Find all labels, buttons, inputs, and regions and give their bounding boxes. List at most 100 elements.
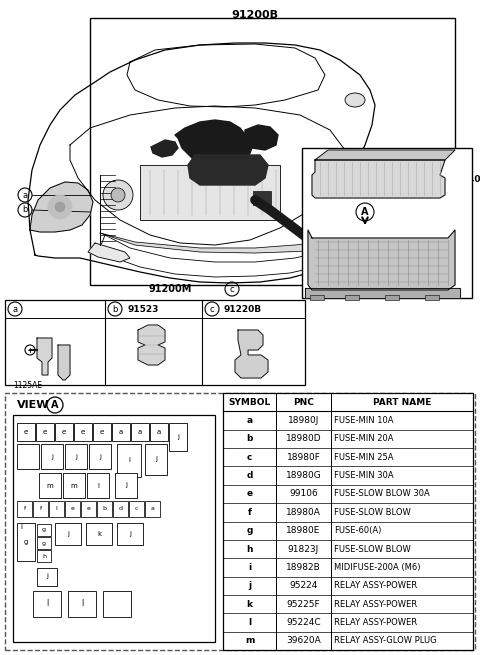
Text: j: j — [155, 457, 157, 462]
Bar — [37, 537, 51, 549]
Bar — [81, 501, 96, 517]
Text: 18982B: 18982B — [286, 563, 321, 572]
Text: g: g — [42, 527, 46, 533]
Text: 18980A: 18980A — [286, 508, 321, 517]
Bar — [68, 591, 96, 617]
Text: l: l — [56, 506, 58, 512]
Bar — [37, 524, 51, 536]
Bar — [17, 444, 39, 469]
Bar — [145, 501, 160, 517]
Bar — [37, 568, 57, 586]
Polygon shape — [30, 182, 93, 232]
Bar — [49, 501, 64, 517]
Polygon shape — [151, 140, 178, 157]
Text: g: g — [246, 526, 252, 535]
Text: FUSE-MIN 20A: FUSE-MIN 20A — [334, 434, 394, 443]
Polygon shape — [188, 155, 268, 185]
Text: i: i — [20, 524, 22, 530]
Circle shape — [47, 397, 63, 413]
Bar — [140, 165, 280, 220]
Text: 18980G: 18980G — [286, 471, 322, 480]
Bar — [55, 423, 73, 441]
Text: 91200M: 91200M — [148, 284, 192, 294]
Text: 18980F: 18980F — [287, 453, 321, 462]
Text: FUSE-MIN 10A: FUSE-MIN 10A — [334, 416, 394, 425]
Polygon shape — [138, 325, 165, 365]
Text: c: c — [135, 506, 138, 512]
Text: 95225F: 95225F — [287, 599, 320, 608]
Text: RELAY ASSY-GLOW PLUG: RELAY ASSY-GLOW PLUG — [334, 636, 437, 645]
Bar — [117, 523, 143, 545]
Bar — [150, 423, 168, 441]
Text: j: j — [125, 483, 127, 489]
Text: MIDIFUSE-200A (M6): MIDIFUSE-200A (M6) — [334, 563, 420, 572]
Bar — [17, 501, 32, 517]
Circle shape — [8, 302, 22, 316]
Text: RELAY ASSY-POWER: RELAY ASSY-POWER — [334, 618, 417, 627]
Bar — [36, 423, 54, 441]
Bar — [5, 300, 305, 385]
Text: c: c — [210, 305, 214, 314]
Text: b: b — [22, 206, 28, 214]
Text: j: j — [75, 453, 77, 460]
Text: 1125AE: 1125AE — [13, 381, 42, 390]
Bar — [385, 295, 399, 300]
Circle shape — [108, 302, 122, 316]
Text: g: g — [24, 539, 28, 545]
Bar — [41, 444, 63, 469]
Text: c: c — [247, 453, 252, 462]
Text: VIEW: VIEW — [17, 400, 49, 410]
Polygon shape — [312, 160, 445, 198]
Circle shape — [111, 188, 125, 202]
Text: b: b — [103, 506, 107, 512]
Bar — [17, 423, 35, 441]
Bar — [55, 523, 81, 545]
Polygon shape — [100, 235, 345, 277]
Text: e: e — [81, 429, 85, 435]
Text: j: j — [129, 531, 131, 537]
Text: e: e — [246, 489, 252, 498]
Bar — [90, 18, 455, 285]
Circle shape — [335, 200, 345, 210]
Text: 91200B: 91200B — [231, 10, 278, 20]
Text: FUSE-60(A): FUSE-60(A) — [334, 526, 382, 535]
Text: f: f — [248, 508, 252, 517]
Text: PNC: PNC — [293, 398, 314, 407]
Bar — [223, 393, 473, 650]
Text: SYMBOL: SYMBOL — [228, 398, 271, 407]
Text: m: m — [47, 483, 53, 489]
Text: a: a — [12, 305, 18, 314]
Polygon shape — [100, 233, 345, 253]
Text: b: b — [246, 434, 252, 443]
Bar — [131, 423, 149, 441]
Text: 91523: 91523 — [127, 305, 158, 314]
Polygon shape — [322, 265, 338, 272]
Text: FUSE-SLOW BLOW: FUSE-SLOW BLOW — [334, 544, 411, 553]
Text: 18980E: 18980E — [286, 526, 321, 535]
Text: 39620A: 39620A — [286, 636, 321, 645]
Text: a: a — [23, 191, 27, 200]
Text: A: A — [51, 400, 59, 410]
Bar — [5, 393, 475, 650]
Text: 99106: 99106 — [289, 489, 318, 498]
Text: a: a — [151, 506, 155, 512]
Bar — [112, 423, 130, 441]
Text: j: j — [99, 453, 101, 460]
Bar — [345, 295, 359, 300]
Text: FUSE-MIN 30A: FUSE-MIN 30A — [334, 471, 394, 480]
Bar — [115, 473, 137, 498]
Circle shape — [48, 195, 72, 219]
Bar — [169, 423, 187, 451]
Bar — [302, 148, 472, 298]
Text: 18980J: 18980J — [288, 416, 319, 425]
Text: i: i — [128, 457, 130, 464]
Bar — [145, 444, 167, 475]
Polygon shape — [175, 120, 252, 168]
Text: f: f — [39, 506, 42, 512]
Bar — [37, 550, 51, 562]
Text: 91940T: 91940T — [450, 176, 480, 185]
Polygon shape — [305, 288, 460, 298]
Bar — [39, 473, 61, 498]
Bar — [33, 591, 61, 617]
Bar — [86, 523, 112, 545]
